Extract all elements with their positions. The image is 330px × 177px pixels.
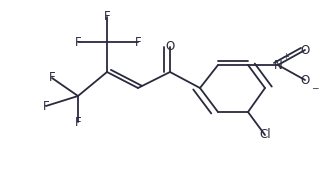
Text: Cl: Cl xyxy=(259,129,271,141)
Text: O: O xyxy=(300,73,310,87)
Text: F: F xyxy=(75,36,81,48)
Text: O: O xyxy=(165,41,175,53)
Text: O: O xyxy=(300,44,310,56)
Text: F: F xyxy=(49,72,55,84)
Text: −: − xyxy=(311,84,319,93)
Text: N: N xyxy=(274,59,282,72)
Text: F: F xyxy=(104,10,110,24)
Text: F: F xyxy=(135,36,141,48)
Text: F: F xyxy=(75,116,81,129)
Text: +: + xyxy=(282,52,289,61)
Text: F: F xyxy=(43,99,49,113)
